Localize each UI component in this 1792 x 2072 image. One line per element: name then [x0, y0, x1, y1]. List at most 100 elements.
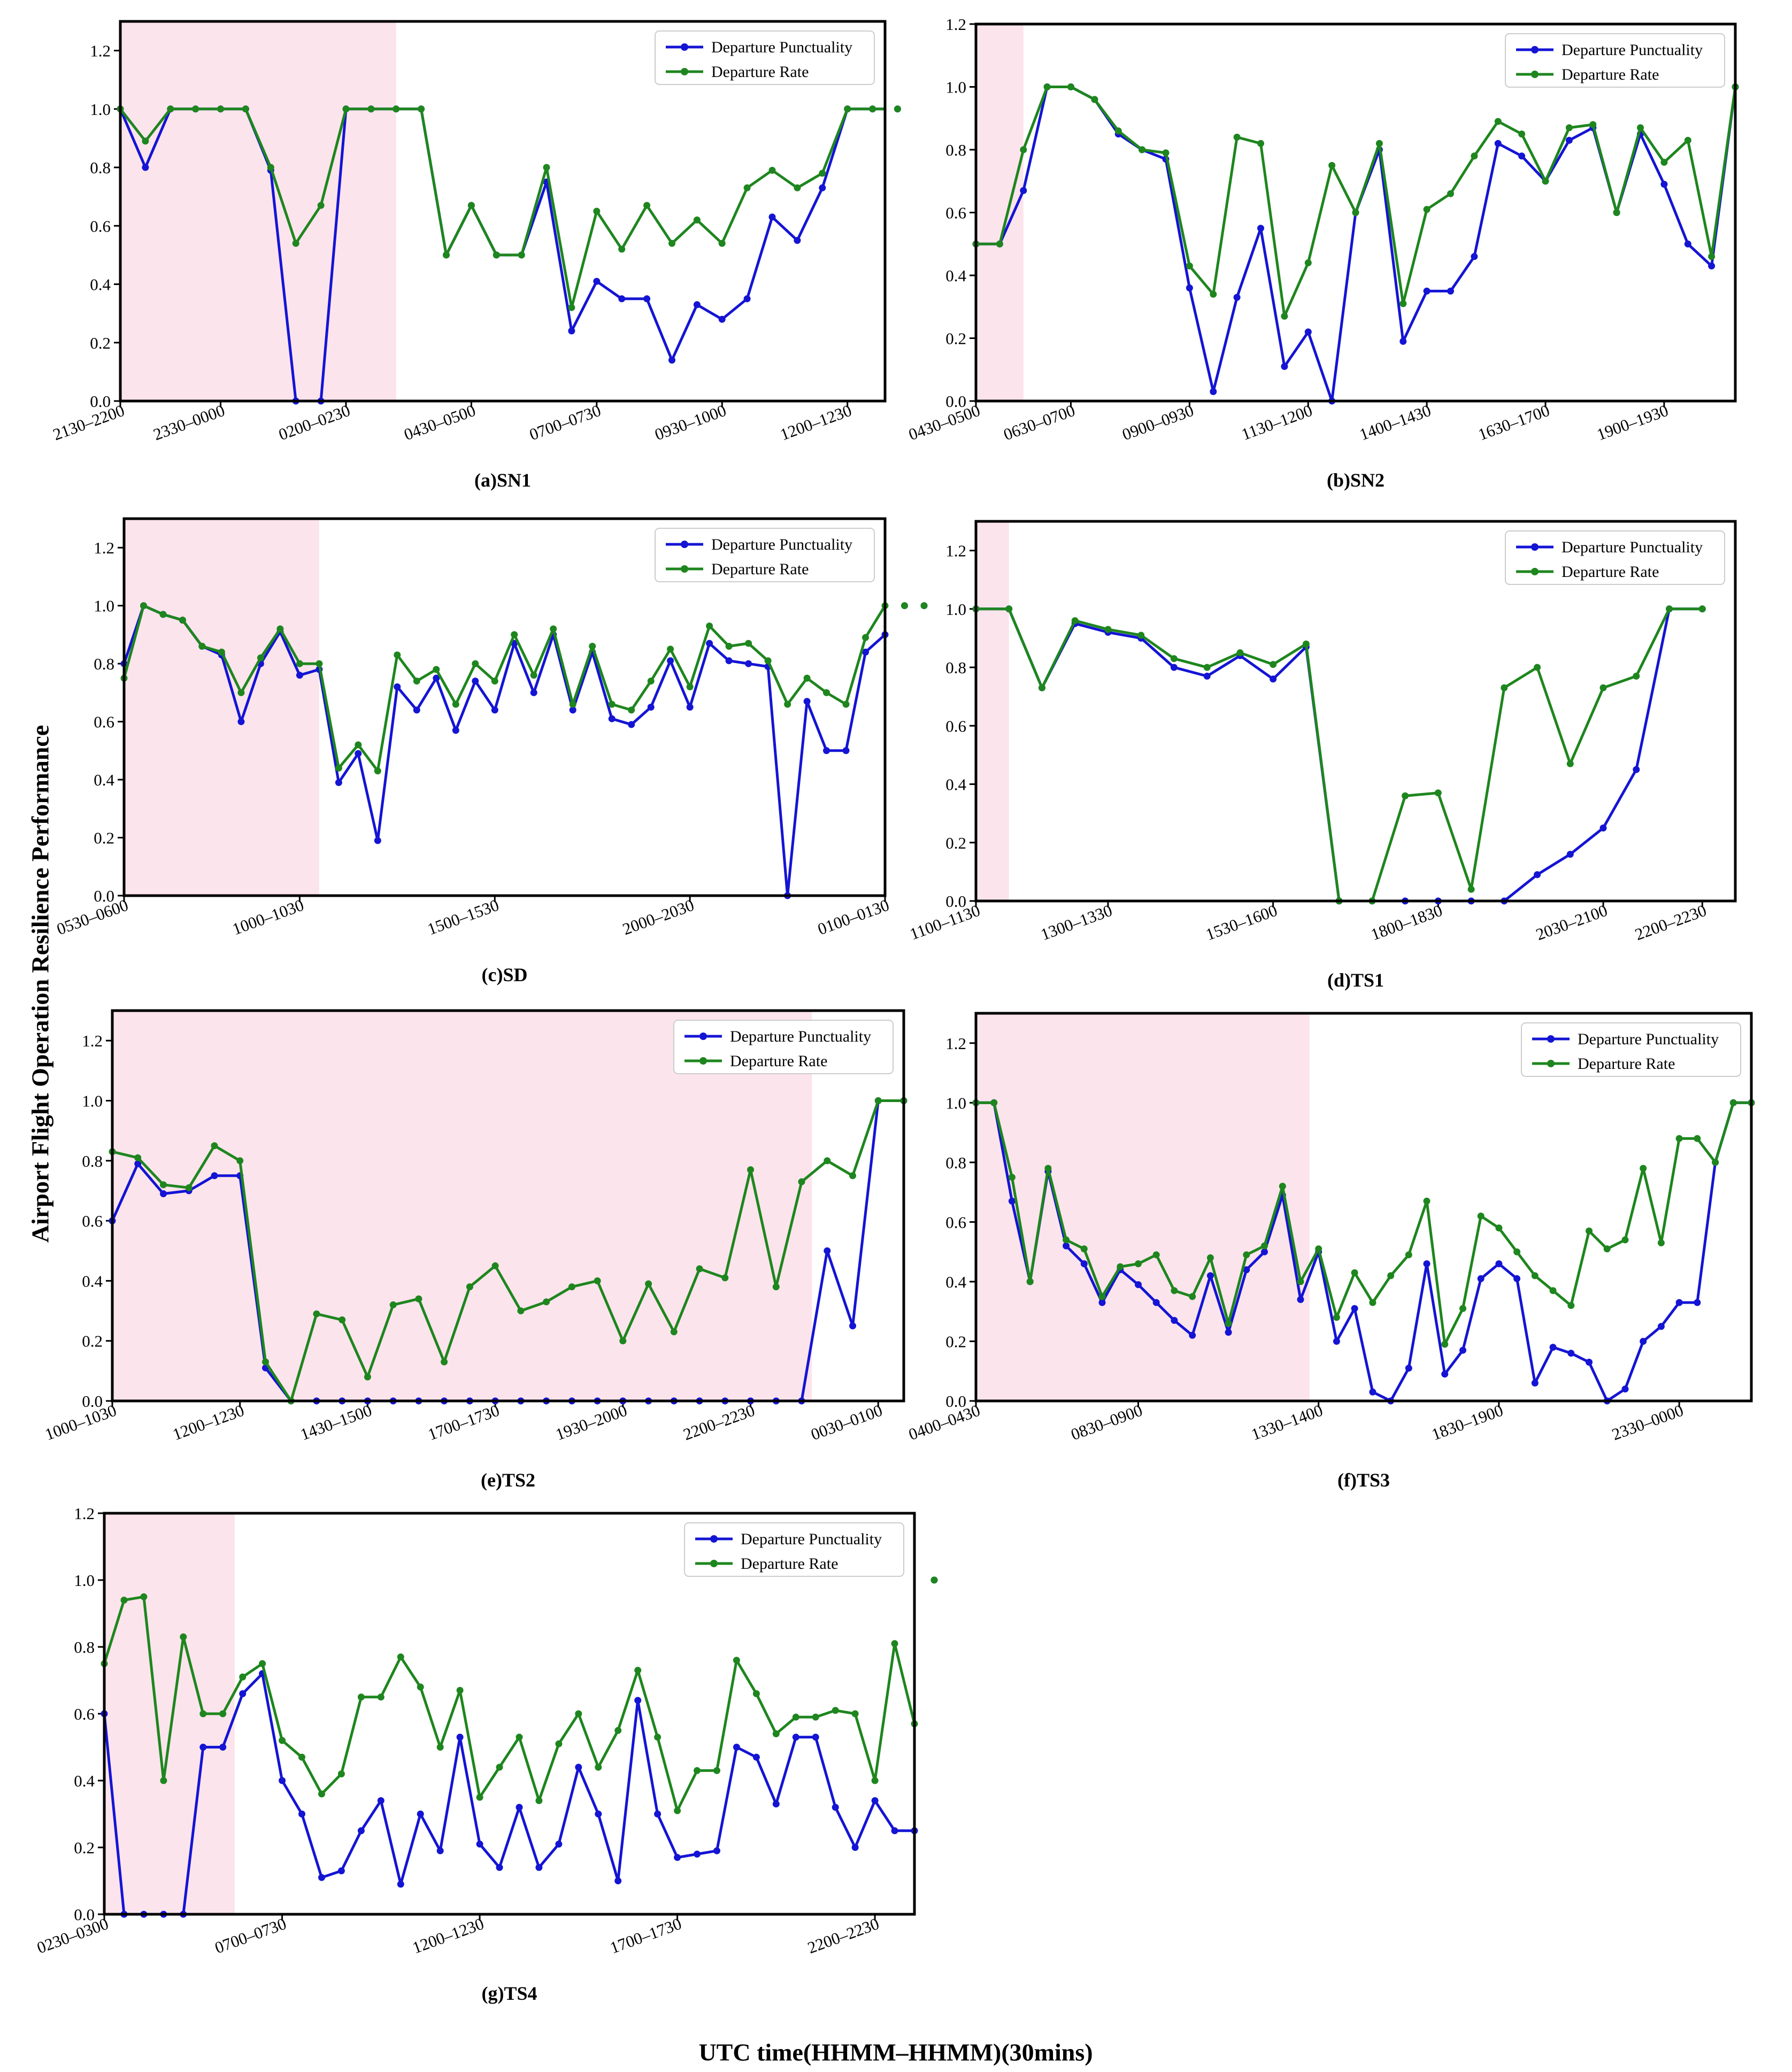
rate-point: [1566, 760, 1574, 767]
punctuality-point: [555, 1840, 563, 1848]
rate-point: [1477, 1212, 1485, 1220]
rate-point: [535, 1797, 543, 1804]
rate-point: [413, 677, 420, 685]
y-tick-label: 1.0: [945, 600, 966, 619]
punctuality-point: [667, 657, 674, 665]
rate-point: [167, 105, 174, 113]
rate-point: [1694, 1135, 1701, 1142]
punctuality-point: [516, 1804, 523, 1811]
x-tick-label: 1530–1600: [1203, 901, 1280, 944]
punctuality-point: [593, 278, 601, 285]
rate-point: [467, 202, 475, 209]
punctuality-point: [1186, 284, 1193, 291]
x-tick-label: 1200–1230: [410, 1914, 486, 1958]
rate-point: [1270, 661, 1277, 668]
rate-point: [417, 1683, 424, 1691]
punctuality-point: [456, 1734, 464, 1741]
rate-point: [242, 105, 249, 113]
rate-point: [1279, 1183, 1286, 1190]
y-tick-label: 0.4: [82, 1272, 103, 1290]
chart-caption: (g)TS4: [481, 1983, 537, 2004]
y-tick-label: 1.0: [945, 78, 966, 97]
rate-point: [517, 1307, 525, 1314]
punctuality-point: [335, 779, 342, 786]
rate-point: [1210, 290, 1217, 298]
rate-point: [318, 1790, 325, 1798]
punctuality-point: [1257, 225, 1264, 232]
y-tick-label: 1.2: [90, 42, 111, 60]
punctuality-point: [634, 1697, 642, 1704]
punctuality-point: [1586, 1359, 1593, 1366]
y-tick-label: 0.0: [90, 392, 111, 411]
y-tick-label: 0.8: [90, 158, 111, 177]
chart-sn1: 0.0 0.2 0.4 0.6 0.8 1.0 1.2 2130–2200 2330–0000 0…: [50, 20, 901, 491]
y-tick-label: 0.0: [945, 392, 966, 411]
punctuality-point: [812, 1734, 819, 1741]
rate-point: [1666, 605, 1673, 613]
rate-point: [397, 1653, 404, 1661]
y-tick-label: 0.8: [82, 1152, 103, 1170]
rate-point: [1261, 1242, 1268, 1250]
rate-point: [743, 184, 751, 191]
rate-point: [134, 1154, 142, 1161]
punctuality-point: [733, 1744, 740, 1751]
rate-point: [1459, 1305, 1466, 1312]
punctuality-point: [1531, 1380, 1539, 1387]
punctuality-point: [1225, 1329, 1232, 1336]
rate-point: [393, 105, 400, 113]
punctuality-point: [397, 1881, 404, 1888]
punctuality-point: [357, 1827, 365, 1835]
legend-label: Departure Rate: [730, 1052, 827, 1070]
punctuality-point: [1281, 363, 1288, 370]
punctuality-legend-marker: [710, 1535, 718, 1543]
rate-point: [713, 1767, 720, 1774]
rate-point: [1020, 146, 1027, 153]
y-tick-label: 0.2: [945, 1332, 966, 1351]
punctuality-line: [124, 604, 885, 896]
chart-caption: (e)TS2: [481, 1469, 535, 1491]
rate-point: [1098, 1293, 1106, 1300]
x-tick-label: 2000–2030: [620, 896, 696, 939]
rate-point: [1189, 1293, 1196, 1300]
rate-point: [219, 1710, 227, 1717]
rate-point: [594, 1277, 601, 1284]
punctuality-point: [1657, 1323, 1665, 1330]
rate-point: [647, 677, 655, 685]
rate-point: [377, 1693, 384, 1701]
rate-point: [696, 1265, 703, 1273]
rate-point: [516, 1734, 523, 1741]
rate-point: [298, 1753, 305, 1761]
rate-point: [1375, 140, 1383, 147]
rate-point: [276, 625, 284, 633]
punctuality-point: [668, 357, 675, 364]
rate-line: [976, 86, 1735, 318]
rate-point: [1369, 1299, 1376, 1306]
rate-legend-marker: [1531, 71, 1539, 78]
rate-point: [930, 1576, 938, 1584]
rate-point: [1501, 684, 1508, 691]
y-tick-label: 0.0: [945, 892, 966, 911]
punctuality-point: [279, 1777, 286, 1784]
rate-point: [1729, 1099, 1737, 1106]
rate-point: [1080, 1245, 1088, 1253]
punctuality-point: [647, 704, 655, 711]
punctuality-point: [1020, 187, 1027, 194]
punctuality-point: [1171, 1316, 1178, 1324]
rate-point: [313, 1310, 320, 1318]
rate-point: [317, 202, 325, 209]
rate-point: [752, 1690, 760, 1697]
rate-point: [1315, 1245, 1322, 1253]
punctuality-point: [1351, 1305, 1358, 1312]
punctuality-point: [608, 715, 616, 722]
rate-point: [1044, 1165, 1052, 1172]
rate-point: [140, 1593, 148, 1600]
rate-legend-marker: [1531, 568, 1539, 575]
rate-point: [643, 202, 651, 209]
rate-point: [1117, 1263, 1124, 1270]
punctuality-point: [337, 1867, 345, 1875]
rate-point: [491, 677, 498, 685]
rate-point: [1225, 1320, 1232, 1327]
y-tick-label: 0.4: [94, 771, 114, 789]
rate-point: [1447, 190, 1454, 197]
rate-point: [1152, 1251, 1160, 1259]
